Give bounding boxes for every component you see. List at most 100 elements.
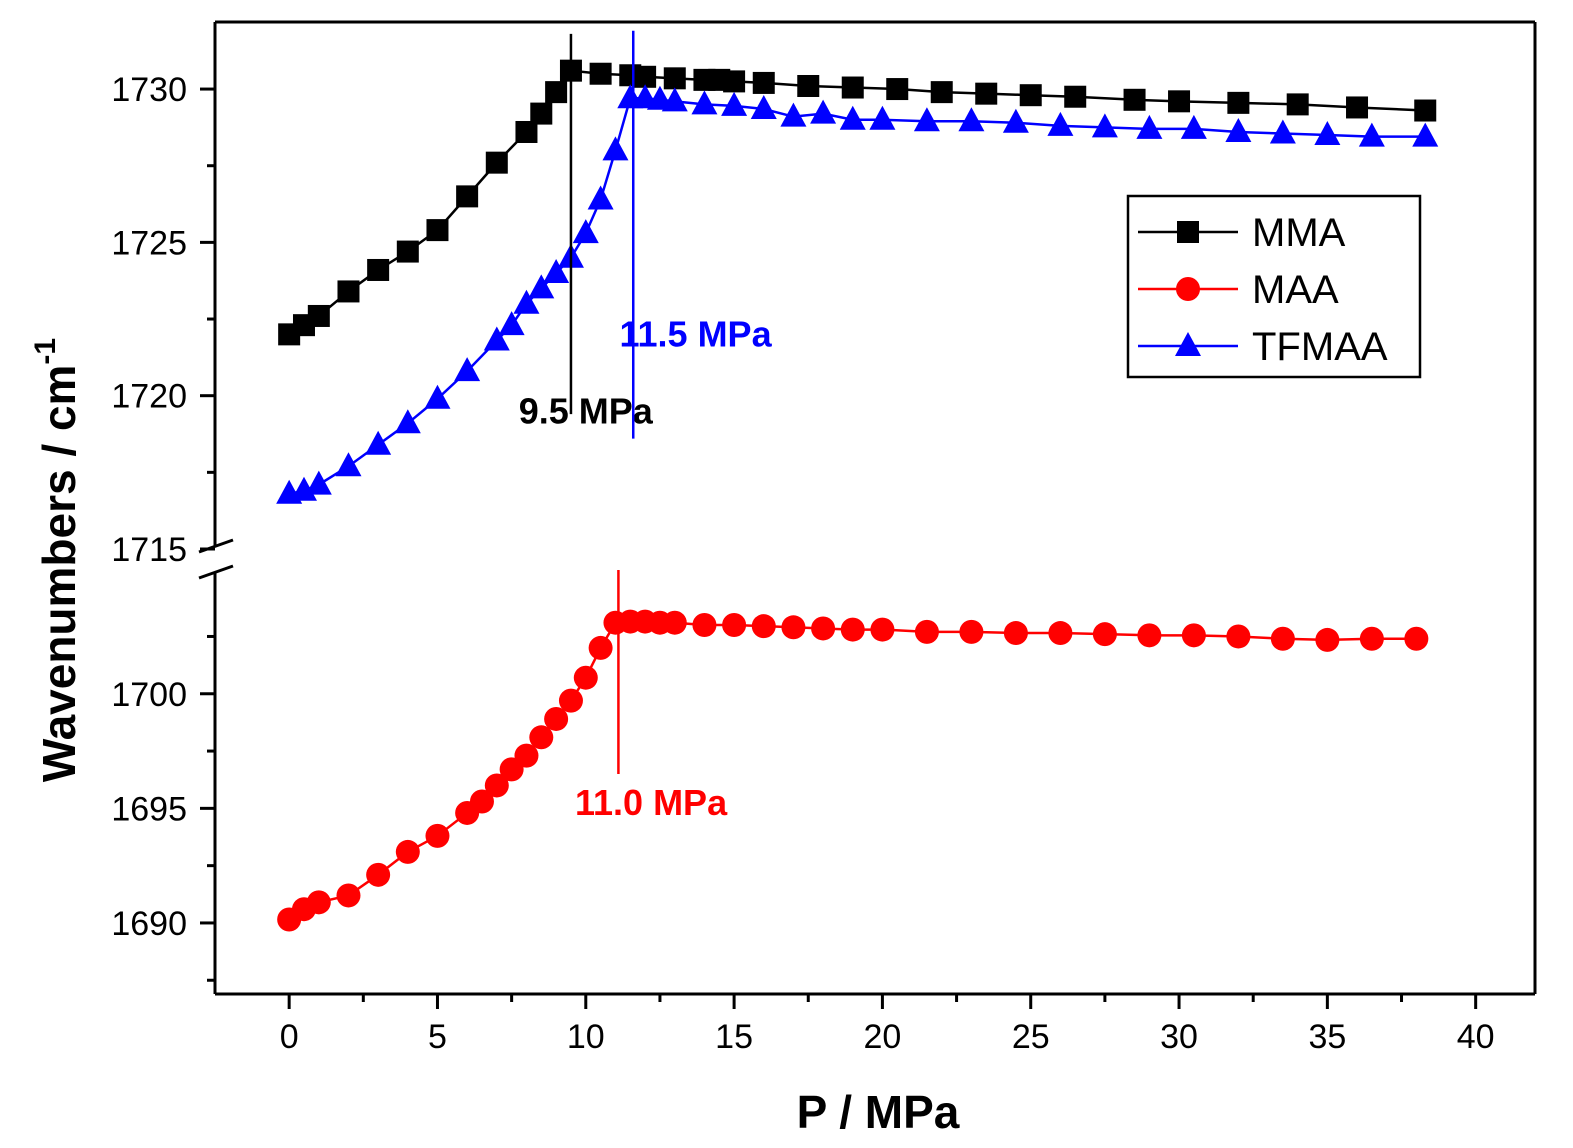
data-point <box>395 839 420 864</box>
data-point <box>886 78 909 101</box>
data-point <box>1414 99 1437 122</box>
axis-break-gap <box>211 546 219 573</box>
series-mma <box>278 59 1437 346</box>
y-tick-label: 1690 <box>111 905 187 943</box>
legend-label: MAA <box>1252 268 1339 312</box>
y-axis-title-main: Wavenumbers / cm <box>33 365 85 783</box>
data-point <box>1346 96 1369 119</box>
data-point <box>336 883 361 908</box>
y-tick-label: 1700 <box>111 676 187 714</box>
data-point <box>662 610 687 635</box>
data-point <box>394 409 421 434</box>
data-point <box>426 219 449 242</box>
series-tfmaa <box>276 84 1439 504</box>
data-point <box>959 619 984 644</box>
x-tick-label: 10 <box>567 1018 605 1056</box>
annotation-label: 11.0 MPa <box>575 782 728 823</box>
data-point <box>544 706 569 731</box>
annotation-layer: 9.5 MPa 11.5 MPa 11.0 MPa <box>519 30 773 823</box>
data-point <box>1136 114 1163 139</box>
x-tick-label: 35 <box>1308 1018 1346 1056</box>
data-point <box>1412 122 1439 147</box>
data-point <box>752 71 775 94</box>
series-maa <box>277 609 1429 932</box>
legend-marker <box>1177 221 1199 243</box>
y-tick-label: 1725 <box>111 224 187 262</box>
data-point <box>913 107 940 132</box>
legend-entry-mma: MMA <box>1138 211 1346 255</box>
data-point <box>529 725 554 750</box>
axis-break-mark-bottom <box>198 564 234 580</box>
data-point <box>485 151 508 174</box>
x-tick-label: 0 <box>280 1018 299 1056</box>
data-point <box>958 107 985 132</box>
data-point <box>366 862 391 887</box>
data-point <box>530 102 553 125</box>
data-point <box>914 619 939 644</box>
data-point <box>454 357 481 382</box>
data-point <box>1048 621 1073 646</box>
data-point <box>337 280 360 303</box>
data-point <box>572 219 599 244</box>
data-point <box>1091 113 1118 138</box>
legend-marker <box>1175 332 1201 356</box>
data-point <box>365 430 392 455</box>
x-tick-label: 20 <box>864 1018 902 1056</box>
data-point <box>515 120 538 143</box>
plot-frame <box>198 20 1537 996</box>
data-point <box>543 259 570 284</box>
data-point <box>1227 91 1250 114</box>
data-point <box>751 614 776 639</box>
data-point <box>573 665 598 690</box>
y-axis-title: Wavenumbers / cm-1 <box>29 338 85 782</box>
series-line <box>288 620 1417 921</box>
data-point <box>498 311 525 336</box>
data-point <box>367 258 390 281</box>
data-point <box>290 476 317 501</box>
data-point <box>307 304 330 327</box>
series-line <box>288 69 1426 336</box>
x-tick-label: 5 <box>428 1018 447 1056</box>
data-point <box>1225 117 1252 142</box>
data-point <box>545 81 568 104</box>
data-point <box>335 452 362 477</box>
data-point <box>780 102 807 127</box>
annotation-label: 11.5 MPa <box>619 314 772 355</box>
data-point <box>1359 626 1384 651</box>
data-point <box>305 470 332 495</box>
data-point <box>1003 621 1028 646</box>
data-point <box>1002 108 1029 133</box>
data-point <box>750 94 777 119</box>
data-point <box>588 635 613 660</box>
y-tick-label: 1715 <box>111 531 187 569</box>
data-point <box>456 185 479 208</box>
data-point <box>841 76 864 99</box>
data-point <box>797 74 820 97</box>
y-axis: 1715 1720 1725 1730 1690 1695 1700 <box>111 71 215 982</box>
data-point <box>692 613 717 638</box>
y-tick-label: 1695 <box>111 790 187 828</box>
y-axis-title-superscript: -1 <box>29 338 62 365</box>
data-point <box>781 615 806 640</box>
data-point <box>587 185 614 210</box>
data-point <box>663 67 686 90</box>
x-axis: 0 5 10 15 20 25 30 35 40 <box>280 994 1495 1056</box>
data-point <box>602 136 629 161</box>
data-point <box>396 240 419 263</box>
y-tick-label: 1730 <box>111 71 187 109</box>
data-point <box>1064 85 1087 108</box>
data-point <box>1270 626 1295 651</box>
data-point <box>839 105 866 130</box>
data-point <box>514 743 539 768</box>
data-point <box>811 616 836 641</box>
data-point <box>1181 623 1206 648</box>
annotation-label: 9.5 MPa <box>519 390 654 431</box>
legend-entry-tfmaa: TFMAA <box>1138 325 1388 369</box>
data-point <box>1019 84 1042 107</box>
data-point <box>1226 624 1251 649</box>
legend-marker <box>1176 277 1200 301</box>
data-point <box>1314 121 1341 146</box>
x-axis-title: P / MPa <box>797 1086 960 1138</box>
series-layer <box>276 59 1439 932</box>
